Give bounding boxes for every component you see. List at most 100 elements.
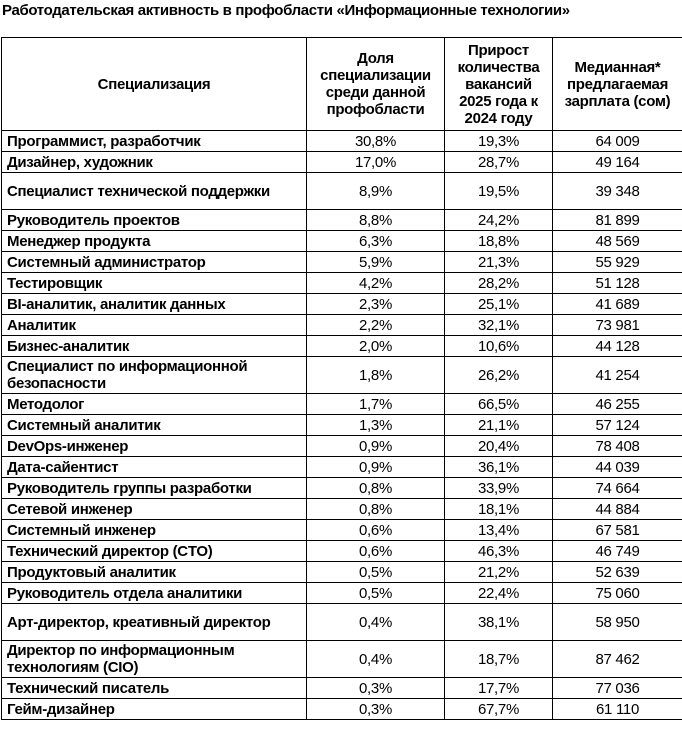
table-row: Руководитель проектов 8,8% 24,2% 81 899 bbox=[1, 209, 682, 231]
share-cell: 2,3% bbox=[306, 293, 445, 315]
salary-cell: 67 581 bbox=[552, 519, 682, 541]
salary-cell: 49 164 bbox=[552, 151, 682, 173]
salary-cell: 46 255 bbox=[552, 393, 682, 415]
growth-cell: 24,2% bbox=[444, 209, 553, 231]
growth-cell: 21,1% bbox=[444, 414, 553, 436]
share-cell: 0,8% bbox=[306, 477, 445, 499]
growth-cell: 21,2% bbox=[444, 561, 553, 583]
share-cell: 0,3% bbox=[306, 698, 445, 720]
specialization-cell: Технический директор (CTO) bbox=[1, 540, 307, 562]
salary-cell: 58 950 bbox=[552, 603, 682, 641]
table-title: Работодательская активность в профобласт… bbox=[2, 2, 570, 19]
specialization-cell: Методолог bbox=[1, 393, 307, 415]
table-row: Руководитель группы разработки 0,8% 33,9% 7… bbox=[1, 477, 682, 499]
table-row: Продуктовый аналитик 0,5% 21,2% 52 639 bbox=[1, 561, 682, 583]
growth-cell: 46,3% bbox=[444, 540, 553, 562]
salary-cell: 75 060 bbox=[552, 582, 682, 604]
salary-cell: 39 348 bbox=[552, 172, 682, 210]
specialization-cell: Руководитель группы разработки bbox=[1, 477, 307, 499]
growth-cell: 17,7% bbox=[444, 677, 553, 699]
specialization-cell: Программист, разработчик bbox=[1, 130, 307, 152]
growth-cell: 33,9% bbox=[444, 477, 553, 499]
growth-cell: 67,7% bbox=[444, 698, 553, 720]
salary-cell: 87 462 bbox=[552, 640, 682, 678]
salary-cell: 74 664 bbox=[552, 477, 682, 499]
table-row: Системный аналитик 1,3% 21,1% 57 124 bbox=[1, 414, 682, 436]
table-row: DevOps-инженер 0,9% 20,4% 78 408 bbox=[1, 435, 682, 457]
table-row: Директор по информационным технологиям (… bbox=[1, 640, 682, 678]
specialization-cell: Арт-директор, креативный директор bbox=[1, 603, 307, 641]
share-cell: 0,5% bbox=[306, 561, 445, 583]
share-cell: 17,0% bbox=[306, 151, 445, 173]
specialization-cell: Гейм-дизайнер bbox=[1, 698, 307, 720]
header-growth: Прирост количества вакансий 2025 года к … bbox=[444, 37, 553, 131]
table-row: Системный администратор 5,9% 21,3% 55 929 bbox=[1, 251, 682, 273]
specialization-cell: Тестировщик bbox=[1, 272, 307, 294]
salary-cell: 64 009 bbox=[552, 130, 682, 152]
salary-cell: 41 689 bbox=[552, 293, 682, 315]
growth-cell: 26,2% bbox=[444, 356, 553, 394]
growth-cell: 19,3% bbox=[444, 130, 553, 152]
specialization-cell: Дата-сайентист bbox=[1, 456, 307, 478]
table-row: Программист, разработчик 30,8% 19,3% 64 009 bbox=[1, 130, 682, 152]
salary-cell: 46 749 bbox=[552, 540, 682, 562]
table-row: Сетевой инженер 0,8% 18,1% 44 884 bbox=[1, 498, 682, 520]
table-row: Специалист по информационной безопасност… bbox=[1, 356, 682, 394]
salary-cell: 48 569 bbox=[552, 230, 682, 252]
salary-cell: 44 884 bbox=[552, 498, 682, 520]
salary-cell: 81 899 bbox=[552, 209, 682, 231]
growth-cell: 28,2% bbox=[444, 272, 553, 294]
header-specialization: Специализация bbox=[1, 37, 307, 131]
specialization-cell: Дизайнер, художник bbox=[1, 151, 307, 173]
table-row: Тестировщик 4,2% 28,2% 51 128 bbox=[1, 272, 682, 294]
table-row: Методолог 1,7% 66,5% 46 255 bbox=[1, 393, 682, 415]
table-row: Дата-сайентист 0,9% 36,1% 44 039 bbox=[1, 456, 682, 478]
table-row: Бизнес-аналитик 2,0% 10,6% 44 128 bbox=[1, 335, 682, 357]
specialization-cell: Руководитель отдела аналитики bbox=[1, 582, 307, 604]
specialization-cell: Сетевой инженер bbox=[1, 498, 307, 520]
growth-cell: 66,5% bbox=[444, 393, 553, 415]
header-salary: Медианная* предлагаемая зарплата (сом) bbox=[552, 37, 682, 131]
share-cell: 1,7% bbox=[306, 393, 445, 415]
header-row: Специализация Доля специализации среди д… bbox=[1, 37, 682, 131]
table-row: Руководитель отдела аналитики 0,5% 22,4% 75… bbox=[1, 582, 682, 604]
share-cell: 8,8% bbox=[306, 209, 445, 231]
share-cell: 0,3% bbox=[306, 677, 445, 699]
salary-cell: 55 929 bbox=[552, 251, 682, 273]
specialization-cell: Руководитель проектов bbox=[1, 209, 307, 231]
share-cell: 0,6% bbox=[306, 519, 445, 541]
table-row: Аналитик 2,2% 32,1% 73 981 bbox=[1, 314, 682, 336]
share-cell: 6,3% bbox=[306, 230, 445, 252]
specialization-cell: Технический писатель bbox=[1, 677, 307, 699]
share-cell: 0,9% bbox=[306, 435, 445, 457]
header-share: Доля специализации среди данной профобла… bbox=[306, 37, 445, 131]
share-cell: 2,2% bbox=[306, 314, 445, 336]
growth-cell: 18,8% bbox=[444, 230, 553, 252]
share-cell: 8,9% bbox=[306, 172, 445, 210]
it-employer-activity-table: Специализация Доля специализации среди д… bbox=[1, 37, 682, 720]
salary-cell: 61 110 bbox=[552, 698, 682, 720]
salary-cell: 77 036 bbox=[552, 677, 682, 699]
growth-cell: 32,1% bbox=[444, 314, 553, 336]
share-cell: 0,4% bbox=[306, 603, 445, 641]
share-cell: 1,8% bbox=[306, 356, 445, 394]
growth-cell: 18,1% bbox=[444, 498, 553, 520]
growth-cell: 28,7% bbox=[444, 151, 553, 173]
salary-cell: 73 981 bbox=[552, 314, 682, 336]
growth-cell: 22,4% bbox=[444, 582, 553, 604]
specialization-cell: Системный аналитик bbox=[1, 414, 307, 436]
share-cell: 4,2% bbox=[306, 272, 445, 294]
table-row: Специалист технической поддержки 8,9% 19,5… bbox=[1, 172, 682, 210]
table-row: Системный инженер 0,6% 13,4% 67 581 bbox=[1, 519, 682, 541]
specialization-cell: Системный инженер bbox=[1, 519, 307, 541]
growth-cell: 10,6% bbox=[444, 335, 553, 357]
table-row: Технический директор (CTO) 0,6% 46,3% 46 74… bbox=[1, 540, 682, 562]
specialization-cell: Специалист технической поддержки bbox=[1, 172, 307, 210]
salary-cell: 51 128 bbox=[552, 272, 682, 294]
growth-cell: 19,5% bbox=[444, 172, 553, 210]
share-cell: 1,3% bbox=[306, 414, 445, 436]
specialization-cell: Системный администратор bbox=[1, 251, 307, 273]
share-cell: 5,9% bbox=[306, 251, 445, 273]
specialization-cell: Бизнес-аналитик bbox=[1, 335, 307, 357]
share-cell: 0,5% bbox=[306, 582, 445, 604]
